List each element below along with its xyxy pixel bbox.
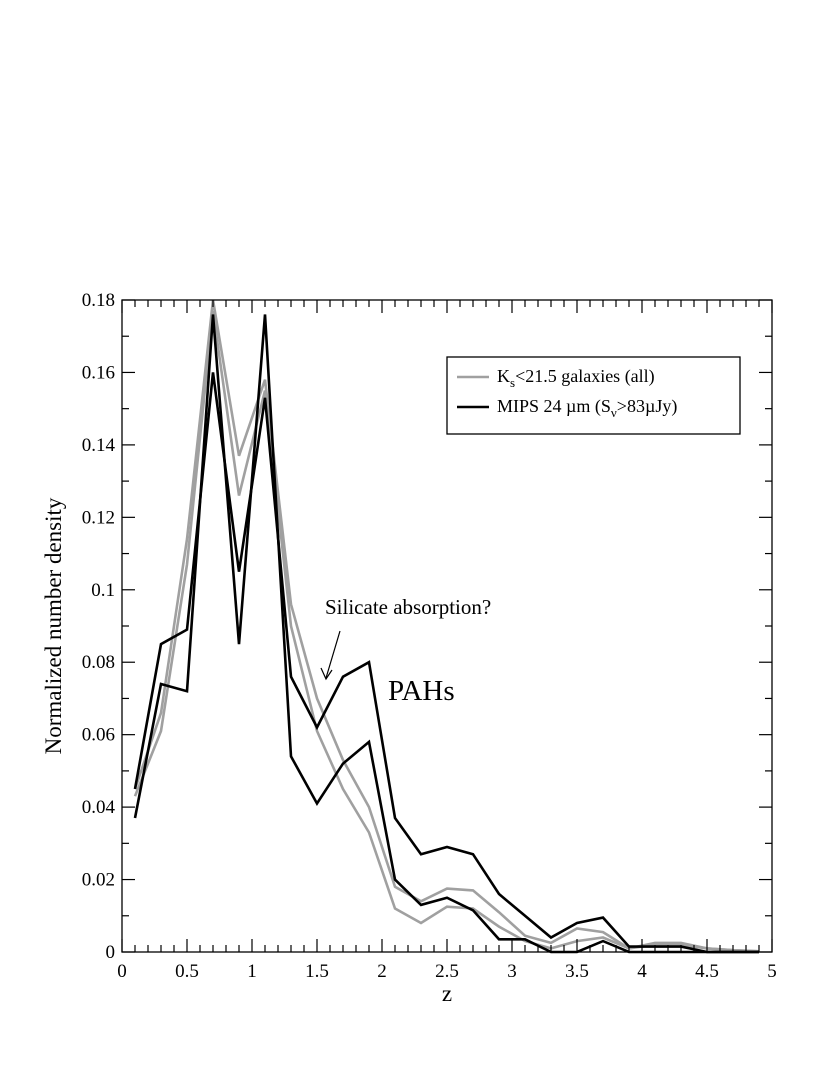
legend-ks-main: K — [497, 366, 510, 386]
x-tick-label: 2.5 — [435, 961, 459, 982]
series-line-1 — [133, 299, 760, 953]
series-line-3 — [133, 372, 759, 954]
x-tick-label: 3 — [507, 961, 517, 982]
annotation-arrow-shaft — [325, 630, 341, 679]
y-axis-label: Normalized number density — [41, 497, 66, 754]
y-tick-label: 0.18 — [82, 290, 115, 311]
annotation-pahs: PAHs — [388, 675, 455, 707]
legend-mips-main: MIPS 24 µm (S — [497, 396, 611, 417]
x-tick-label: 2 — [377, 961, 387, 982]
y-tick-label: 0.12 — [82, 507, 115, 528]
y-tick-label: 0.06 — [82, 725, 115, 746]
legend-mips-sub: ν — [611, 405, 617, 420]
legend-label-mips: MIPS 24 µm (Sν>83µJy) — [497, 396, 677, 420]
legend-box — [446, 356, 741, 435]
annotation-silicate: Silicate absorption? — [325, 595, 491, 619]
legend-ks-sub: s — [510, 375, 515, 390]
y-tick-label: 0.1 — [91, 580, 115, 601]
legend-ks-rest: <21.5 galaxies (all) — [515, 366, 655, 387]
x-tick-label: 5 — [767, 961, 777, 982]
y-tick-label: 0.04 — [82, 797, 116, 818]
x-tick-label: 3.5 — [565, 961, 589, 982]
series-line-2 — [133, 310, 760, 953]
y-tick-label: 0.08 — [82, 652, 115, 673]
y-tick-label: 0.02 — [82, 870, 115, 891]
legend-label-ks: Ks<21.5 galaxies (all) — [497, 366, 655, 390]
annotation-arrow-head — [320, 667, 333, 681]
y-tick-label: 0.14 — [82, 435, 116, 456]
x-tick-label: 0.5 — [175, 961, 199, 982]
tick-labels: 0 0.5 1 1.5 2 2.5 3 3.5 4 4.5 5 0 0.02 0.04 0.06 0.08 0.… — [82, 290, 777, 982]
legend-mips-rest: >83µJy) — [617, 396, 678, 417]
x-tick-label: 4 — [637, 961, 647, 982]
x-axis-label: z — [442, 981, 452, 1006]
x-tick-label: 1 — [247, 961, 257, 982]
ticks-layer — [121, 299, 773, 953]
x-tick-label: 0 — [117, 961, 127, 982]
y-tick-label: 0.16 — [82, 362, 115, 383]
y-tick-label: 0 — [106, 942, 116, 963]
x-tick-label: 1.5 — [305, 961, 329, 982]
legend: Ks<21.5 galaxies (all) MIPS 24 µm (Sν>83… — [446, 356, 741, 435]
x-tick-label: 4.5 — [695, 961, 719, 982]
